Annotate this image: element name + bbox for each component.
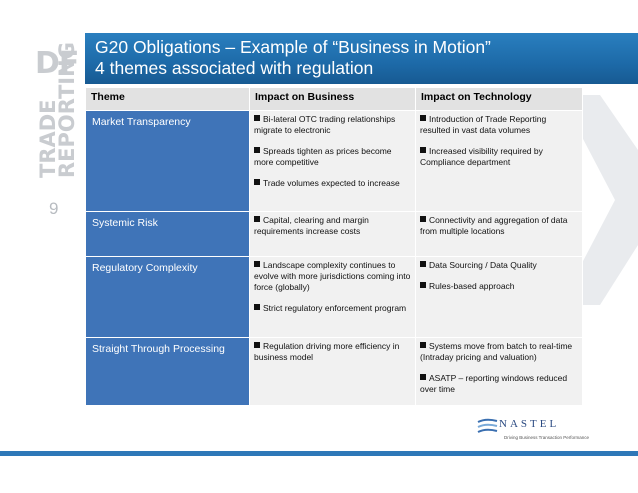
bullet-item: Regulation driving more efficiency in bu…: [254, 341, 400, 362]
bullet-item: Capital, clearing and margin requirement…: [254, 215, 369, 236]
bullet-item: Data Sourcing / Data Quality: [420, 260, 578, 271]
bullet-item: Introduction of Trade Reporting resulted…: [420, 114, 547, 135]
square-bullet-icon: [254, 216, 260, 222]
title-bar: [85, 33, 638, 84]
title-line-2: 4 themes associated with regulation: [95, 58, 374, 78]
bullet-item: Connectivity and aggregation of data fro…: [420, 215, 568, 236]
theme-cell: Straight Through Processing: [85, 337, 250, 406]
square-bullet-icon: [420, 216, 426, 222]
bullet-item: Bi-lateral OTC trading relationships mig…: [254, 114, 396, 135]
business-cell: Landscape complexity continues to evolve…: [249, 256, 416, 338]
bullet-item: Spreads tighten as prices become more co…: [254, 146, 392, 167]
header-impact-business: Impact on Business: [249, 87, 416, 111]
slide-title: G20 Obligations – Example of “Business i…: [95, 37, 615, 79]
title-line-1: G20 Obligations – Example of “Business i…: [95, 37, 491, 57]
square-bullet-icon: [254, 261, 260, 267]
bullet-item: Trade volumes expected to increase: [254, 178, 411, 189]
square-bullet-icon: [420, 342, 426, 348]
square-bullet-icon: [254, 304, 260, 310]
square-bullet-icon: [420, 261, 426, 267]
bullet-item: Rules-based approach: [420, 281, 578, 292]
background-arrow-graphic: [560, 95, 638, 305]
logo-name: NASTEL: [499, 418, 560, 430]
theme-cell: Systemic Risk: [85, 211, 250, 257]
table-row: Market Transparency Bi-lateral OTC tradi…: [85, 110, 583, 212]
bullet-item: Systems move from batch to real-time (In…: [420, 341, 573, 362]
page-number: 9: [49, 199, 59, 218]
nastel-logo: NASTEL Driving Business Transaction Perf…: [477, 417, 590, 447]
technology-cell: Introduction of Trade Reporting resulted…: [415, 110, 583, 212]
bullet-item: ASATP – reporting windows reduced over t…: [420, 373, 568, 394]
bullet-item: Landscape complexity continues to evolve…: [254, 260, 411, 292]
table-row: Systemic Risk Capital, clearing and marg…: [85, 211, 583, 257]
bullet-item: Increased visibility required by Complia…: [420, 146, 543, 167]
header-impact-technology: Impact on Technology: [415, 87, 583, 111]
square-bullet-icon: [254, 115, 260, 121]
technology-cell: Systems move from batch to real-time (In…: [415, 337, 583, 406]
bullet-item: Strict regulatory enforcement program: [254, 303, 411, 314]
footer-bar: [0, 451, 638, 456]
vertical-reporting-text: REPORTING: [55, 42, 79, 178]
header-theme: Theme: [85, 87, 250, 111]
table-row: Regulatory Complexity Landscape complexi…: [85, 256, 583, 338]
business-cell: Capital, clearing and margin requirement…: [249, 211, 416, 257]
technology-cell: Data Sourcing / Data Quality Rules-based…: [415, 256, 583, 338]
square-bullet-icon: [254, 147, 260, 153]
square-bullet-icon: [420, 115, 426, 121]
technology-cell: Connectivity and aggregation of data fro…: [415, 211, 583, 257]
square-bullet-icon: [420, 282, 426, 288]
df-logo-text: DF: [35, 46, 79, 81]
themes-table: Theme Impact on Business Impact on Techn…: [85, 87, 583, 406]
business-cell: Regulation driving more efficiency in bu…: [249, 337, 416, 406]
logo-tagline: Driving Business Transaction Performance: [504, 435, 590, 440]
square-bullet-icon: [254, 342, 260, 348]
table-header-row: Theme Impact on Business Impact on Techn…: [85, 87, 583, 111]
theme-cell: Regulatory Complexity: [85, 256, 250, 338]
square-bullet-icon: [420, 147, 426, 153]
square-bullet-icon: [420, 374, 426, 380]
table-row: Straight Through Processing Regulation d…: [85, 337, 583, 406]
business-cell: Bi-lateral OTC trading relationships mig…: [249, 110, 416, 212]
square-bullet-icon: [254, 179, 260, 185]
theme-cell: Market Transparency: [85, 110, 250, 212]
nastel-swoosh-icon: [477, 418, 498, 433]
